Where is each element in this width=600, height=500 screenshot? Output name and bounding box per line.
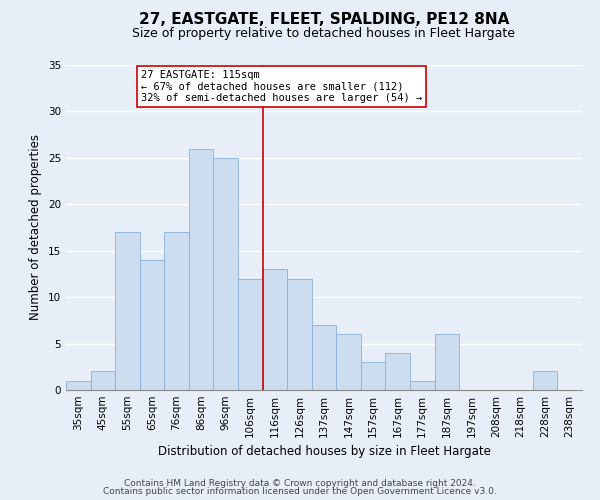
Bar (361, 362, 385, 390)
Bar (115, 232, 140, 390)
Bar (91, 372, 115, 390)
Bar (189, 148, 214, 390)
Bar (385, 353, 410, 390)
Bar (312, 325, 336, 390)
Y-axis label: Number of detached properties: Number of detached properties (29, 134, 43, 320)
Text: Contains public sector information licensed under the Open Government Licence v3: Contains public sector information licen… (103, 487, 497, 496)
Bar (66, 380, 91, 390)
Bar (533, 372, 557, 390)
X-axis label: Distribution of detached houses by size in Fleet Hargate: Distribution of detached houses by size … (158, 446, 490, 458)
Bar (287, 278, 312, 390)
Bar (336, 334, 361, 390)
Text: 27 EASTGATE: 115sqm
← 67% of detached houses are smaller (112)
32% of semi-detac: 27 EASTGATE: 115sqm ← 67% of detached ho… (141, 70, 422, 103)
Bar (214, 158, 238, 390)
Bar (410, 380, 434, 390)
Bar (263, 270, 287, 390)
Bar (434, 334, 459, 390)
Text: Contains HM Land Registry data © Crown copyright and database right 2024.: Contains HM Land Registry data © Crown c… (124, 478, 476, 488)
Bar (140, 260, 164, 390)
Text: 27, EASTGATE, FLEET, SPALDING, PE12 8NA: 27, EASTGATE, FLEET, SPALDING, PE12 8NA (139, 12, 509, 28)
Text: Size of property relative to detached houses in Fleet Hargate: Size of property relative to detached ho… (133, 28, 515, 40)
Bar (238, 278, 263, 390)
Bar (164, 232, 189, 390)
